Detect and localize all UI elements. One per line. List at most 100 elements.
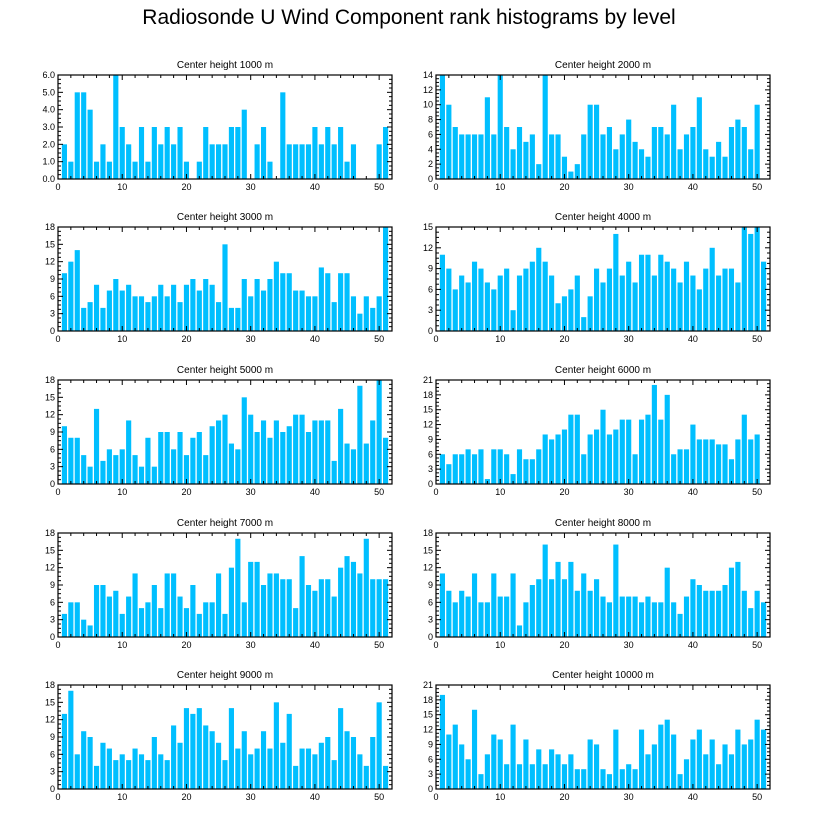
bar [248, 561, 254, 637]
x-tick-label: 10 [117, 334, 127, 344]
bar [491, 734, 497, 789]
bar [318, 267, 324, 331]
bar [93, 765, 100, 789]
bar [305, 585, 312, 637]
bar [658, 127, 664, 179]
bar [158, 754, 164, 789]
bar [549, 275, 555, 331]
bar [696, 729, 702, 789]
bar [600, 409, 606, 484]
bar [516, 625, 523, 637]
bar [741, 227, 747, 331]
bar [171, 573, 177, 637]
bar [671, 454, 677, 484]
panel-2: Center height 2000 m 0 2 4 6 8 10 12 14 0 10 20 30 40… [423, 60, 771, 192]
bar [600, 769, 606, 789]
bar [350, 561, 357, 637]
bar [638, 729, 645, 789]
bar [344, 161, 350, 179]
panel-3: Center height 3000 m 0 3 6 9 12 15 18 0 10 20 30 40 5… [45, 212, 393, 344]
x-tick-label: 20 [559, 487, 569, 497]
bar [671, 734, 677, 789]
bar [145, 437, 151, 484]
bar [138, 127, 145, 179]
bar [87, 109, 93, 179]
x-tick-label: 10 [117, 792, 127, 802]
y-tick-label: 6.0 [42, 70, 55, 80]
panel-5: Center height 5000 m 0 3 6 9 12 15 18 0 10 20 30 40 5… [45, 365, 393, 497]
bar [555, 434, 561, 484]
bar [484, 97, 490, 179]
bar [344, 443, 350, 484]
y-tick-label: 0.0 [42, 174, 55, 184]
bar [119, 754, 125, 789]
bar [574, 590, 580, 637]
bar [363, 296, 369, 331]
panel-title: Center height 6000 m [555, 365, 651, 376]
x-tick-label: 40 [310, 640, 320, 650]
bar [177, 302, 183, 331]
bar [151, 296, 157, 331]
bar [138, 608, 145, 637]
bar [376, 579, 382, 637]
bar [273, 573, 279, 637]
bar [203, 725, 209, 789]
bar [318, 144, 324, 179]
bar [581, 134, 587, 179]
bar [600, 282, 606, 331]
bar [465, 759, 471, 789]
bar [722, 156, 728, 179]
bar [61, 713, 67, 789]
bar [119, 613, 125, 637]
bar [677, 613, 683, 637]
bar [645, 596, 651, 637]
bar [728, 268, 735, 331]
bar [74, 92, 80, 179]
bar [235, 748, 241, 789]
bar [132, 573, 138, 637]
panel-1: Center height 1000 m 0.0 1.0 2.0 3.0 4.0 5.0 6.… [42, 60, 393, 192]
bar [452, 602, 458, 637]
y-tick-label: 12 [45, 715, 55, 725]
bar [177, 432, 183, 484]
bar [260, 420, 267, 484]
bar [529, 585, 535, 637]
bar [222, 244, 228, 331]
x-tick-label: 0 [433, 792, 438, 802]
bar [645, 254, 651, 331]
bar [748, 739, 754, 789]
bar [126, 596, 132, 637]
bar [280, 273, 286, 331]
y-tick-label: 15 [423, 710, 433, 720]
bar [683, 596, 690, 637]
bar [299, 290, 305, 331]
bar [574, 769, 580, 789]
y-tick-label: 4.0 [42, 105, 55, 115]
y-tick-label: 15 [423, 222, 433, 232]
bar [748, 149, 754, 179]
bar [536, 164, 542, 179]
bar [370, 579, 376, 637]
panel-title: Center height 1000 m [177, 60, 273, 71]
y-tick-label: 18 [45, 222, 55, 232]
bar [542, 434, 548, 484]
bar [574, 275, 580, 331]
bar [216, 573, 222, 637]
bar [350, 296, 357, 331]
bar [190, 437, 196, 484]
panel-title: Center height 9000 m [177, 670, 273, 681]
y-tick-label: 12 [45, 410, 55, 420]
x-tick-label: 30 [246, 640, 256, 650]
y-tick-label: 14 [423, 70, 433, 80]
x-tick-label: 50 [752, 334, 762, 344]
bar [331, 596, 337, 637]
bar [446, 268, 452, 331]
panel-title: Center height 5000 m [177, 365, 273, 376]
bar [196, 613, 202, 637]
bar [325, 420, 331, 484]
bar [113, 455, 119, 484]
bar [716, 141, 722, 179]
bar [312, 590, 318, 637]
bar [74, 437, 80, 484]
bar [145, 161, 151, 179]
